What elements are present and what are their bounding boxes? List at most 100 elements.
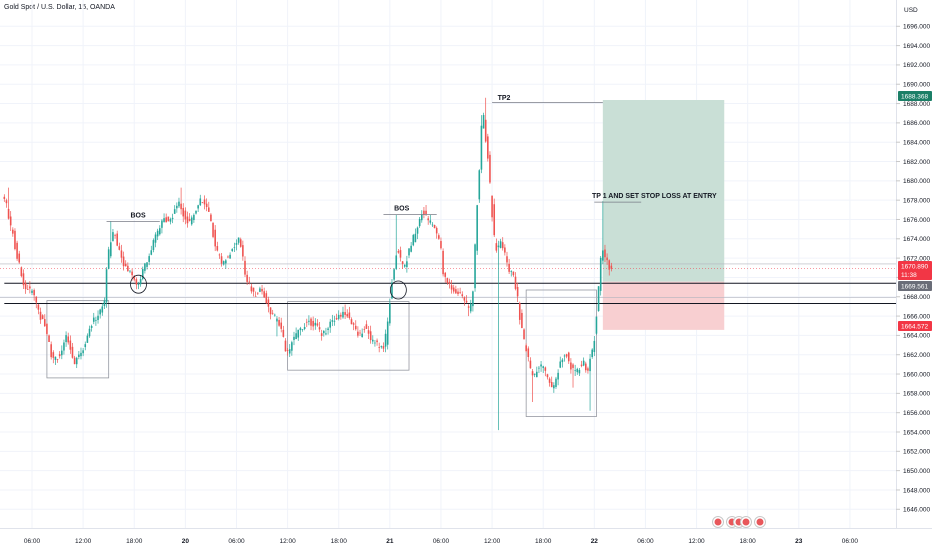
candle-body [90, 325, 93, 328]
candle-body [152, 240, 155, 250]
candle-body [536, 371, 538, 378]
candle-body [510, 271, 513, 272]
candle-body [410, 245, 412, 252]
profit-zone[interactable] [602, 100, 725, 282]
highlight-circle[interactable] [130, 274, 147, 294]
candle-body [602, 250, 604, 261]
entry-price-tag: 1669.561 [901, 284, 928, 291]
candle-body [54, 356, 57, 360]
time-tick-label: 18:00 [126, 538, 143, 545]
event-flag-icon [742, 518, 750, 526]
target-price-tag: 1688.368 [901, 94, 928, 101]
candle-body [286, 350, 289, 352]
candle-body [544, 367, 547, 371]
candle-body [578, 369, 581, 374]
candle-body [563, 355, 566, 357]
candle-body [478, 170, 481, 200]
candle-body [438, 235, 440, 239]
candle-body [256, 292, 259, 294]
range-box[interactable] [525, 289, 597, 417]
candle-body [61, 350, 63, 356]
candle-body [97, 315, 99, 321]
price-tick-label: 1672.000 [903, 255, 930, 262]
price-tick-label: 1666.000 [903, 313, 930, 320]
candle-body [514, 276, 517, 289]
candle-body [610, 265, 613, 269]
candle-body [184, 210, 187, 220]
highlight-circle[interactable] [389, 280, 407, 300]
candle-body [284, 340, 287, 352]
candle-body [553, 385, 555, 389]
candle-body [572, 364, 574, 368]
loss-zone[interactable] [602, 281, 725, 330]
candle-body [216, 246, 219, 251]
candle-body [137, 283, 140, 285]
candle-body [167, 216, 170, 222]
candle-body [173, 209, 176, 214]
candle-body [329, 321, 331, 328]
candle-body [574, 370, 576, 372]
candle-body [580, 364, 583, 366]
candle-body [346, 314, 349, 317]
candle-body [269, 307, 272, 315]
candle-body [433, 224, 436, 229]
candle-body [103, 300, 106, 306]
candle-body [435, 227, 438, 234]
candle-body [242, 245, 244, 257]
candle-body [176, 205, 178, 209]
candle-body [129, 270, 131, 272]
candle-body [527, 348, 530, 358]
candle-body [567, 352, 570, 362]
candle-body [303, 327, 306, 330]
candle-body [589, 358, 591, 372]
candle-body [570, 362, 572, 370]
candle-body [188, 218, 191, 221]
event-flag-icon [756, 518, 764, 526]
range-box[interactable] [287, 301, 410, 371]
candle-body [493, 204, 496, 236]
candle-body [395, 255, 398, 269]
candle-body [342, 311, 344, 318]
price-tick-label: 1664.000 [903, 333, 930, 340]
candle-body [288, 349, 291, 354]
candle-body [401, 261, 404, 264]
candle-body [124, 263, 127, 267]
candle-body [259, 288, 261, 292]
time-tick-label: 12:00 [279, 538, 296, 545]
candle-body [429, 220, 432, 223]
candle-body [88, 328, 91, 337]
time-axis[interactable]: 06:00 12:00 18:00 20 06:00 12:00 18:00 21 06:00 1… [24, 538, 859, 545]
candle-body [455, 289, 457, 294]
candle-body [227, 256, 229, 258]
candle-body [340, 314, 342, 317]
candle-body [561, 359, 564, 363]
candle-body [333, 320, 336, 322]
candle-body [120, 250, 123, 258]
candle-body [565, 354, 568, 357]
candle-body [12, 229, 14, 234]
candle-body [348, 312, 351, 319]
candle-body [37, 304, 40, 310]
candle-body [248, 281, 251, 283]
candle-body [214, 229, 216, 247]
candle-body [403, 264, 406, 267]
candle-body [521, 312, 523, 328]
range-box[interactable] [46, 300, 110, 379]
symbol-title[interactable]: Gold Spot / U.S. Dollar, 15, OANDA [4, 4, 115, 11]
currency-label: USD [904, 7, 918, 14]
candle-body [63, 342, 65, 351]
stop-price-tag-bg [898, 321, 932, 331]
candle-body [82, 350, 84, 354]
candle-body [197, 205, 199, 209]
time-tick-label: 12:00 [484, 538, 501, 545]
candle-body [529, 360, 532, 369]
candle-body [69, 340, 72, 350]
economic-events[interactable] [712, 516, 766, 528]
time-tick-label: 12:00 [75, 538, 92, 545]
price-tick-label: 1646.000 [903, 507, 930, 514]
candle-body [516, 286, 519, 297]
candle-body [380, 346, 383, 348]
candle-body [472, 291, 474, 307]
candle-body [267, 299, 270, 307]
